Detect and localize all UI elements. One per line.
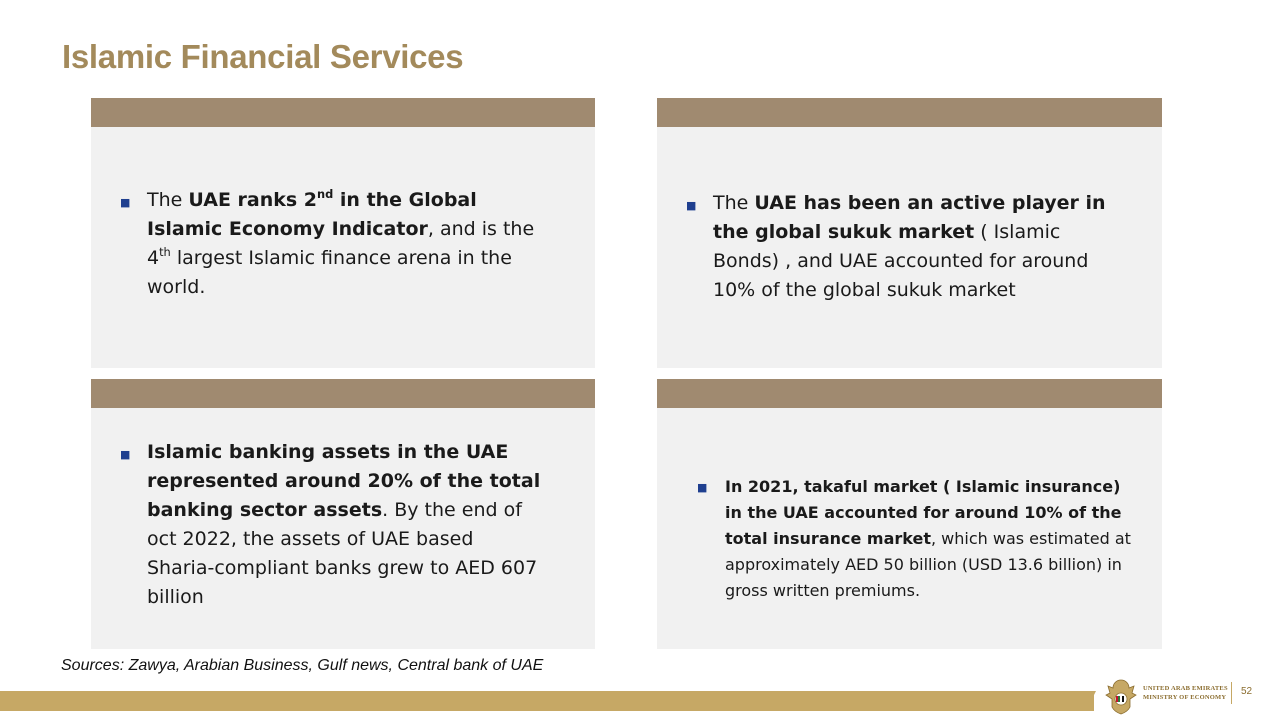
text-run: ( Islamic Bonds) , and UAE accounted for…	[713, 221, 1089, 301]
ministry-line-2: MINISTRY OF ECONOMY	[1143, 694, 1227, 701]
text-run-bold: in the Global Islamic Economy Indicator	[147, 189, 477, 240]
info-card-takaful-market: ■ In 2021, takaful market ( Islamic insu…	[657, 379, 1162, 649]
card-header-bar	[91, 379, 595, 408]
uae-emblem-icon	[1105, 679, 1137, 715]
text-run-sup: nd	[317, 186, 334, 201]
ministry-wordmark: UNITED ARAB EMIRATES MINISTRY OF ECONOMY	[1143, 684, 1228, 702]
footer-band	[0, 691, 1094, 711]
info-card-banking-assets: ■ Islamic banking assets in the UAE repr…	[91, 379, 595, 649]
card-text: In 2021, takaful market ( Islamic insura…	[725, 474, 1132, 604]
square-bullet-icon: ■	[120, 196, 131, 209]
text-run: The	[147, 189, 189, 211]
square-bullet-icon: ■	[686, 199, 697, 212]
footer-band-tip	[1086, 691, 1096, 711]
text-run-bold: Islamic banking assets in the UAE repres…	[147, 441, 541, 521]
text-run-sup: th	[159, 244, 171, 259]
page-title: Islamic Financial Services	[62, 38, 464, 75]
text-run: , and is the 4	[147, 218, 535, 269]
text-run: . By the end of oct 2022, the assets of …	[147, 499, 538, 608]
footer-divider	[1231, 682, 1232, 704]
text-run-bold: UAE has been an active player in the glo…	[713, 192, 1106, 243]
info-card-global-ranking: ■ The UAE ranks 2nd in the Global Islami…	[91, 98, 595, 368]
ministry-line-1: UNITED ARAB EMIRATES	[1143, 685, 1228, 692]
card-text: The UAE has been an active player in the…	[713, 189, 1112, 305]
card-text: Islamic banking assets in the UAE repres…	[147, 438, 545, 612]
card-body: ■ In 2021, takaful market ( Islamic insu…	[697, 474, 1132, 604]
card-header-bar	[91, 98, 595, 127]
square-bullet-icon: ■	[697, 481, 708, 494]
card-body: ■ The UAE ranks 2nd in the Global Islami…	[120, 186, 545, 302]
card-body: ■ The UAE has been an active player in t…	[686, 189, 1112, 305]
card-text: The UAE ranks 2nd in the Global Islamic …	[147, 186, 545, 302]
text-run: largest Islamic finance arena in the wor…	[147, 247, 512, 298]
text-run: , which was estimated at approximately A…	[725, 529, 1131, 600]
text-run-bold: UAE ranks 2	[188, 189, 318, 211]
info-card-sukuk-market: ■ The UAE has been an active player in t…	[657, 98, 1162, 368]
text-run-bold: In 2021, takaful market ( Islamic insura…	[725, 477, 1122, 548]
card-body: ■ Islamic banking assets in the UAE repr…	[120, 438, 545, 612]
page-number: 52	[1241, 686, 1253, 697]
card-header-bar	[657, 98, 1162, 127]
text-run: The	[713, 192, 755, 214]
square-bullet-icon: ■	[120, 448, 131, 461]
sources-note: Sources: Zawya, Arabian Business, Gulf n…	[61, 657, 544, 674]
card-header-bar	[657, 379, 1162, 408]
